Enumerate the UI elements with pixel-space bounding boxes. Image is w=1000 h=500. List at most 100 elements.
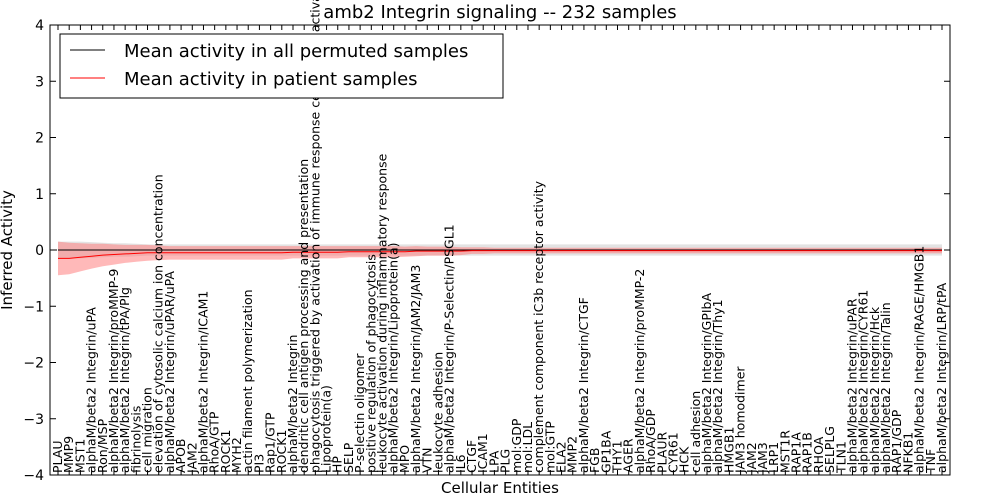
y-tick-label: 1: [35, 187, 44, 203]
x-tick-label: alphaM/beta2 Integrin/P-Selectin/PSGL1: [442, 224, 457, 473]
x-tick-label: VTN: [419, 447, 434, 473]
x-tick-label: PI3: [251, 454, 266, 473]
x-tick-label: HP: [330, 456, 345, 473]
x-tick-label: alphaM/beta2 Integrin/RAGE/HMGB1: [912, 246, 927, 473]
x-tick-label: RhoA/GDP: [643, 409, 658, 473]
x-tick-label: Lipoprotein(a): [319, 385, 334, 473]
x-tick-label: alphaM/beta2 Integrin/LRP/tPA: [934, 282, 949, 473]
x-tick-label: PLAU: [50, 441, 65, 474]
x-tick-label: leukocyte adhesion: [430, 352, 445, 473]
x-tick-label: RAP1A: [789, 432, 804, 473]
x-tick-label: MPO: [397, 445, 412, 473]
x-tick-label: alphaM/beta2 Integrin/CTGF: [576, 297, 591, 473]
x-tick-label: alphaM/beta2 Integrin/uPAR/uPA: [162, 271, 177, 473]
y-tick-label: −1: [23, 299, 44, 315]
legend-box: [59, 33, 504, 99]
x-tick-label: CYR61: [665, 432, 680, 473]
x-tick-label: P-selectin oligomer: [352, 353, 367, 473]
x-tick-label: RHOA: [811, 436, 826, 473]
x-tick-label: actin filament polymerization: [240, 289, 255, 473]
x-tick-label: RAP1/GDP: [889, 409, 904, 473]
x-tick-label: MMP2: [565, 436, 580, 473]
chart-title: amb2 Integrin signaling -- 232 samples: [323, 2, 676, 23]
x-tick-label: mol:LDL: [520, 422, 535, 473]
x-tick-label: alphaM/beta2 Integrin/Hck: [867, 306, 882, 473]
x-tick-label: PLG: [498, 449, 513, 473]
x-tick-label: mol:GTP: [542, 421, 557, 473]
x-tick-label: fibrinolysis: [128, 406, 143, 473]
x-tick-label: LPA: [486, 450, 501, 473]
x-tick-label: complement component iC3b receptor activ…: [531, 180, 546, 473]
x-tick-label: MMP9: [61, 436, 76, 473]
x-tick-label: ROCK1: [218, 430, 233, 473]
x-tick-label: alphaM/beta2 Integrin/ICAM1: [195, 291, 210, 473]
legend-label: Mean activity in patient samples: [124, 69, 418, 90]
legend-label: Mean activity in all permuted samples: [124, 41, 468, 62]
x-tick-label: alphaM/beta2 Integrin/uPAR: [844, 298, 859, 473]
x-tick-label: Ron/MSP: [95, 418, 110, 473]
x-tick-label: ICAM1: [475, 433, 490, 473]
x-tick-label: ROCK1: [274, 430, 289, 473]
x-tick-label: alphaM/beta2 Integrin/Talin: [878, 302, 893, 473]
x-tick-label: FGB: [587, 448, 602, 473]
x-tick-label: alphaM/beta2 Integrin/JAM2/JAM3: [408, 265, 423, 473]
x-tick-label: HCK: [677, 446, 692, 473]
y-tick-label: 2: [35, 131, 44, 147]
x-tick-label: CTGF: [464, 440, 479, 473]
x-tick-label: NFKB1: [900, 432, 915, 473]
x-tick-label: TNF: [923, 449, 938, 474]
x-tick-label: HMGB1: [721, 427, 736, 473]
y-axis-label: Inferred Activity: [0, 190, 16, 310]
x-tick-label: LRP1: [766, 442, 781, 473]
x-tick-label: alphaM/beta2 Integrin/Thy1: [710, 299, 725, 473]
x-tick-label: leukocyte activation during inflammatory…: [375, 153, 390, 473]
x-tick-label: APOB: [173, 438, 188, 473]
x-tick-label: alphaM/beta2 Integrin/proMMP-2: [632, 269, 647, 473]
x-tick-label: RhoA/GTP: [207, 411, 222, 473]
y-tick-label: −4: [23, 468, 44, 484]
x-tick-label: cell adhesion: [688, 391, 703, 473]
x-tick-label: GP1BA: [598, 430, 613, 473]
x-tick-label: elevation of cytosolic calcium ion conce…: [151, 174, 166, 473]
x-tick-label: mol:GDP: [509, 418, 524, 473]
x-tick-label: JAM2: [744, 442, 759, 474]
legend: Mean activity in all permuted samples Mea…: [59, 33, 504, 99]
x-tick-label: MST1: [72, 439, 87, 473]
plot-frame: [49, 24, 951, 476]
x-tick-label: RAP1B: [800, 432, 815, 473]
x-tick-label: Rap1/GTP: [263, 412, 278, 473]
x-tick-label: IL6: [453, 454, 468, 473]
x-tick-label: TLN1: [833, 441, 848, 474]
y-tick-label: 4: [35, 18, 44, 34]
x-tick-label: AGER: [621, 438, 636, 473]
x-tick-label: JAM2: [184, 442, 199, 474]
x-tick-label: alphaM/beta2 Integrin/Lipoprotein(a): [386, 242, 401, 473]
y-tick-label: 0: [35, 243, 44, 259]
x-tick-label: alphaM/beta2 Integrin/proMMP-9: [106, 269, 121, 473]
x-tick-label: phagocytosis triggered by activation of …: [307, 0, 322, 473]
x-tick-label: SELP: [341, 442, 356, 473]
y-tick-label: −2: [23, 356, 44, 372]
x-tick-label: SELPLG: [822, 426, 837, 473]
y-tick-label: 3: [35, 74, 44, 90]
x-tick-label: JAM3: [755, 442, 770, 474]
x-tick-label: alphaM/beta2 Integrin: [285, 335, 300, 473]
x-tick-label: PLAUR: [654, 432, 669, 473]
x-tick-label: JAM3 homodimer: [733, 366, 748, 474]
x-tick-label: MYH2: [229, 437, 244, 473]
x-axis-label: Cellular Entities: [441, 479, 559, 497]
x-tick-label: dendritic cell antigen processing and pr…: [296, 159, 311, 473]
x-tick-label: THY1: [609, 440, 624, 474]
x-tick-label: alphaM/beta2 Integrin/GPIbA: [699, 293, 714, 473]
x-tick-label: alphaM/beta2 Integrin/uPA: [84, 307, 99, 473]
x-tick-label: ELA2: [554, 441, 569, 473]
x-tick-label: cell migration: [140, 387, 155, 473]
x-tick-label: MST1R: [777, 430, 792, 473]
series-line-1: [58, 250, 942, 259]
y-tick-label: −3: [23, 412, 44, 428]
x-tick-label: alphaM/beta2 Integrin/CYR61: [856, 290, 871, 473]
x-tick-label: alphaM/beta2 Integrin/tPA/Plg: [117, 287, 132, 473]
x-tick-label: positive regulation of phagocytosis: [363, 254, 378, 473]
